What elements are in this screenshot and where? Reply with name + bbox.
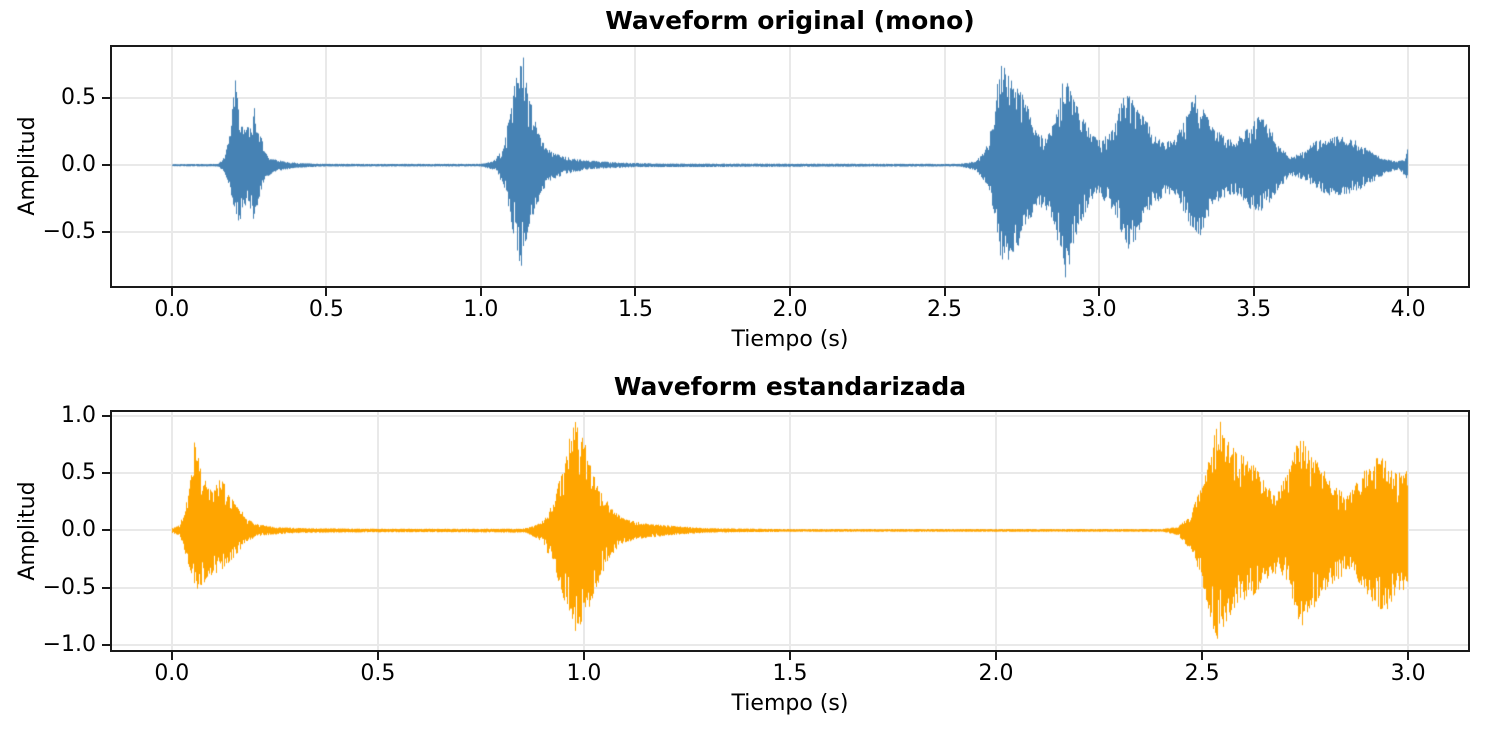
y-tick-label: 1.0: [61, 402, 96, 428]
x-tick-mark: [1098, 288, 1101, 296]
x-tick-label: 3.0: [1390, 661, 1426, 686]
x-axis-label-estandarizada: Tiempo (s): [731, 691, 849, 716]
y-tick-label: 0.5: [61, 460, 96, 486]
y-tick-label: 0.0: [61, 152, 96, 178]
y-tick-label: −0.5: [42, 218, 96, 244]
x-tick-label: 1.5: [617, 297, 653, 322]
x-tick-label: 1.5: [772, 661, 808, 686]
waveform-canvas: [110, 45, 1470, 288]
y-tick-mark: [102, 644, 110, 647]
x-tick-label: 3.0: [1081, 297, 1117, 322]
y-tick-label: 0.5: [61, 85, 96, 111]
x-tick-mark: [943, 288, 946, 296]
x-tick-label: 2.5: [1184, 661, 1220, 686]
y-tick-mark: [102, 529, 110, 532]
x-tick-label: 0.5: [360, 661, 396, 686]
x-tick-label: 3.5: [1236, 297, 1272, 322]
x-tick-label: 2.0: [772, 297, 808, 322]
x-tick-mark: [170, 288, 173, 296]
plot-area-original: [110, 45, 1470, 288]
x-tick-label: 2.0: [978, 661, 1014, 686]
x-tick-mark: [1407, 652, 1410, 660]
x-tick-mark: [170, 652, 173, 660]
x-tick-mark: [1252, 288, 1255, 296]
x-tick-mark: [582, 652, 585, 660]
y-tick-mark: [102, 97, 110, 100]
y-tick-mark: [102, 586, 110, 589]
x-tick-label: 0.0: [154, 661, 190, 686]
x-tick-label: 1.0: [566, 661, 602, 686]
y-tick-mark: [102, 164, 110, 167]
x-tick-mark: [1407, 288, 1410, 296]
x-axis-label-original: Tiempo (s): [731, 327, 849, 352]
x-tick-label: 1.0: [463, 297, 499, 322]
plot-title-original: Waveform original (mono): [605, 6, 975, 35]
y-tick-mark: [102, 472, 110, 475]
y-tick-label: 0.0: [61, 517, 96, 543]
x-tick-mark: [789, 288, 791, 296]
x-tick-mark: [325, 288, 328, 296]
x-tick-mark: [789, 652, 791, 660]
y-tick-label: −0.5: [42, 574, 96, 600]
x-tick-mark: [479, 288, 482, 296]
x-tick-mark: [376, 652, 379, 660]
y-tick-mark: [102, 414, 110, 417]
waveform-canvas: [110, 410, 1470, 652]
y-tick-mark: [102, 230, 110, 233]
x-tick-mark: [634, 288, 637, 296]
x-tick-label: 0.0: [154, 297, 190, 322]
x-tick-label: 0.5: [308, 297, 344, 322]
x-tick-label: 2.5: [927, 297, 963, 322]
x-tick-label: 4.0: [1390, 297, 1426, 322]
x-tick-mark: [995, 652, 998, 660]
y-tick-label: −1.0: [42, 632, 96, 658]
x-tick-mark: [1201, 652, 1204, 660]
plot-title-estandarizada: Waveform estandarizada: [613, 372, 967, 401]
plot-area-estandarizada: [110, 410, 1470, 652]
